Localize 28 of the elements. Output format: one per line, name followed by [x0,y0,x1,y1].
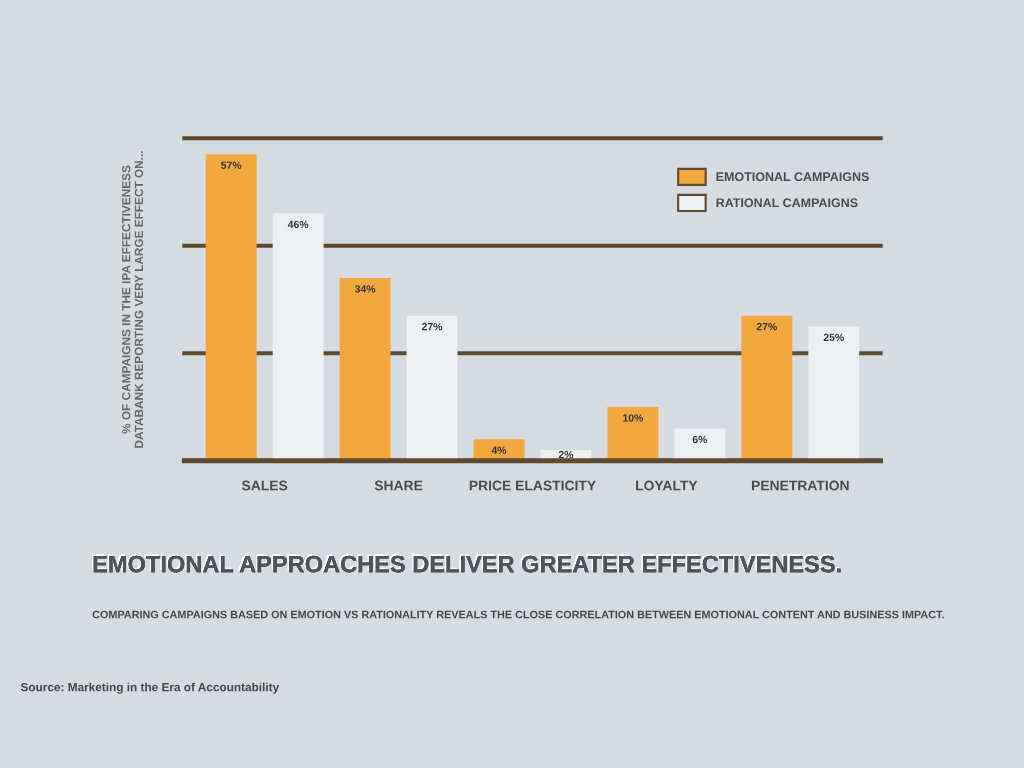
source-note: Source: Marketing in the Era of Accountability [20,682,280,694]
text: COMPARING CAMPAIGNS BASED ON EMOTION VS RATIONALITY REVEALS THE CLOSE CORRELATION BETWEEN EMOTIONAL CONTENT AND BUSINESS IMPACT. [92,610,944,619]
data-label: 34% [354,285,376,293]
data-label: 27% [756,322,777,331]
data-label: 27% [421,322,443,331]
data-label: 10% [623,414,644,422]
bar [741,315,793,461]
bar [406,315,458,461]
x-tick-label: PRICE ELASTICITY [469,480,596,491]
bar [808,326,860,461]
data-label: 2% [558,450,574,459]
legend-label: EMOTIONAL CAMPAIGNS [716,172,869,182]
x-tick-label: LOYALTY [636,480,698,491]
x-tick-label: SALES [241,480,288,491]
legend-label: RATIONAL CAMPAIGNS [716,198,858,208]
bar [272,213,324,461]
text: EMOTIONAL APPROACHES DELIVER GREATER EFFECTIVENESS. [92,554,841,573]
bar [205,154,257,461]
data-label: 46% [287,220,309,229]
data-label: 57% [221,161,242,169]
data-label: 6% [692,435,708,444]
y-axis-title: % OF CAMPAIGNS IN THE IPA EFFECTIVENESS DATABANK REPORTING VERY LARGE EFFECT ON... [122,151,144,448]
data-label: 4% [491,446,507,454]
x-tick-label: PENETRATION [751,480,849,491]
bar [339,278,391,461]
data-label: 25% [823,333,844,341]
bar [607,407,659,461]
x-tick-label: SHARE [374,480,423,491]
